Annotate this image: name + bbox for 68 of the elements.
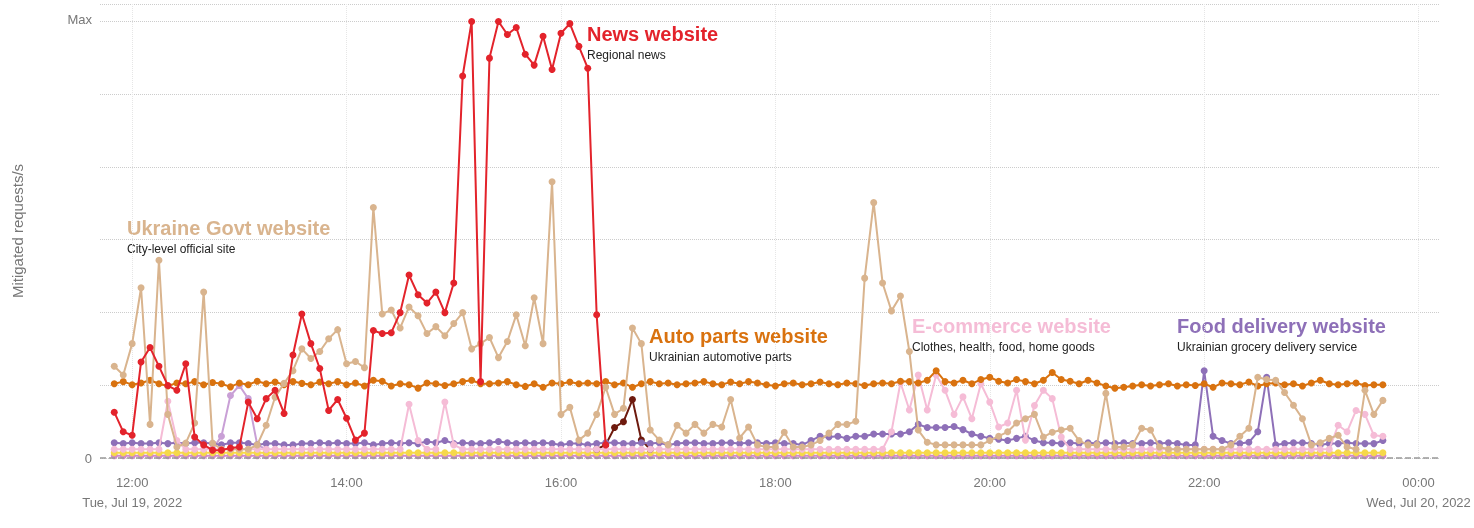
point [611,423,619,431]
point [512,24,520,32]
x-tick-label: 14:00 [330,474,363,490]
x-tick-label: 16:00 [544,474,578,490]
point [316,365,324,373]
point [191,433,199,441]
point [450,279,458,287]
point [485,54,493,62]
series-label: Auto parts website [649,325,828,347]
point [325,406,333,414]
point [307,340,315,348]
point [298,310,306,318]
annotation: Clothes, health, food, home goods [912,340,1095,354]
point [360,429,368,437]
x-tick-label: 18:00 [759,474,792,490]
point [548,65,556,73]
point [503,31,511,39]
series-label: Food delivery website [1177,315,1386,337]
point [530,61,538,69]
y-axis-title: Mitigated requests/s [9,163,26,299]
point [271,386,279,394]
point [217,432,225,440]
point [253,415,261,423]
annotation: City-level official site [127,242,236,256]
point [459,72,467,80]
annotation: Ukrainian grocery delivery service [1177,340,1358,354]
point [432,288,440,296]
point [396,309,404,317]
point [584,64,592,72]
point [182,360,190,368]
point [119,428,127,436]
x-tick-label: 22:00 [1187,474,1221,490]
point [539,32,547,40]
series-label: News website [587,23,719,45]
point [110,408,118,416]
point [343,414,351,422]
point [262,395,270,403]
point [226,392,234,400]
series-label: E-commerce website [912,315,1111,337]
series-label: Ukraine Govt website [127,217,331,239]
point [351,436,359,444]
point [628,396,636,403]
point [521,50,529,58]
point [575,42,583,50]
point [468,17,476,25]
point [173,386,181,394]
point [619,418,627,426]
point [387,329,395,337]
point [155,362,163,370]
point [414,291,422,299]
annotation: Ukrainian automotive parts [649,350,792,364]
point [494,17,502,25]
x-tick-label: 00:00 Wed, Jul 20, 2022 [1366,474,1471,510]
point [369,327,377,335]
x-tick-label: 20:00 [973,474,1007,490]
text: Max [67,11,93,27]
point [441,309,449,317]
point [128,431,136,439]
point [557,29,565,37]
annotation: Regional news [587,48,666,62]
point [146,344,154,352]
point [566,20,574,28]
point [593,311,601,319]
point [334,396,342,403]
text: 0 [84,450,92,466]
point [280,409,288,417]
x-tick-label: 12:00 Tue, Jul 19, 2022 [82,474,183,510]
point [378,330,386,338]
